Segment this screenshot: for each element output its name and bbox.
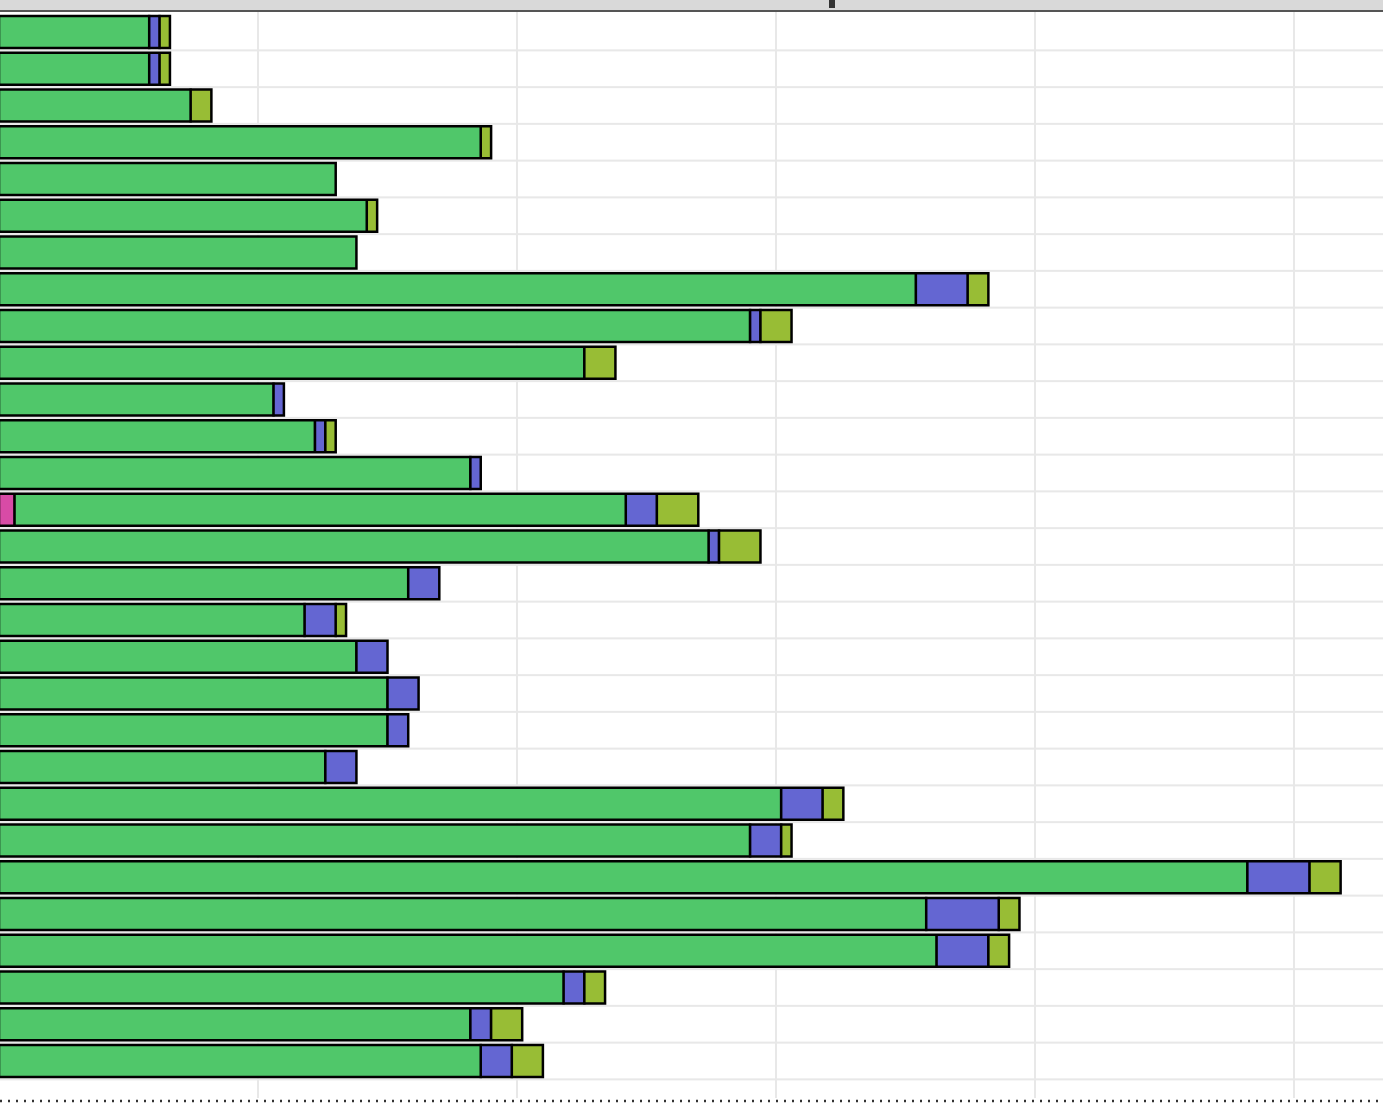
bar-segment bbox=[0, 125, 482, 160]
bar-segment bbox=[13, 492, 628, 527]
bar-segment bbox=[0, 749, 327, 785]
top-strip bbox=[0, 0, 1383, 11]
bar-segment bbox=[272, 382, 286, 417]
bar-segment bbox=[386, 676, 420, 711]
bar-segment bbox=[707, 529, 721, 564]
bar-segment bbox=[0, 566, 410, 601]
bar-segment bbox=[987, 933, 1011, 968]
bar-segment bbox=[324, 749, 358, 785]
bar-segment bbox=[914, 272, 969, 307]
bar-segment bbox=[0, 1007, 472, 1042]
bar-segment bbox=[147, 51, 161, 86]
bar-segment bbox=[479, 1043, 514, 1079]
bar-segment bbox=[469, 455, 482, 491]
bar-segment bbox=[0, 529, 710, 564]
bar-segment bbox=[0, 860, 1249, 895]
bar-segment bbox=[0, 639, 358, 674]
bar-segment bbox=[935, 933, 990, 968]
bar-segment bbox=[0, 713, 389, 748]
bar-segment bbox=[0, 161, 337, 197]
bar-segment bbox=[0, 676, 389, 711]
bar-segment bbox=[0, 198, 369, 233]
top-tick-mark bbox=[829, 0, 835, 8]
bar-segment bbox=[386, 713, 410, 748]
bar-segment bbox=[997, 896, 1021, 932]
bar-segment bbox=[158, 14, 172, 50]
bar-segment bbox=[924, 896, 1000, 932]
bar-segment bbox=[821, 786, 845, 821]
bar-segment bbox=[313, 419, 327, 454]
bar-segment bbox=[147, 14, 161, 50]
bar-segment bbox=[0, 235, 358, 270]
bar-segment bbox=[779, 823, 793, 858]
bar-segment bbox=[0, 419, 317, 454]
bar-segment bbox=[489, 1007, 524, 1042]
bar-segment bbox=[0, 786, 783, 821]
bar-segment bbox=[355, 639, 389, 674]
bar-segment bbox=[0, 308, 752, 344]
bar-segment bbox=[303, 602, 337, 638]
bar-segment bbox=[624, 492, 659, 527]
bar-segment bbox=[0, 492, 16, 527]
bar-segment bbox=[717, 529, 762, 564]
bar-segment bbox=[189, 88, 213, 123]
bar-segment bbox=[966, 272, 990, 307]
bar-segment bbox=[0, 14, 151, 50]
bar-segment bbox=[365, 198, 379, 233]
bar-segment bbox=[0, 88, 192, 123]
bar-segment bbox=[583, 345, 617, 380]
bar-segment bbox=[1308, 860, 1342, 895]
bar-segment bbox=[759, 308, 793, 344]
bar-segment bbox=[158, 51, 172, 86]
bar-segment bbox=[334, 602, 348, 638]
bar-segment bbox=[406, 566, 441, 601]
bar-segment bbox=[0, 602, 306, 638]
bar-segment bbox=[748, 823, 783, 858]
bar-segment bbox=[324, 419, 337, 454]
bar-segment bbox=[479, 125, 493, 160]
bar-segment bbox=[510, 1043, 545, 1079]
bar-segment bbox=[0, 345, 586, 380]
bar-segment bbox=[0, 1043, 482, 1079]
bar-series bbox=[0, 14, 1342, 1079]
bar-segment bbox=[0, 970, 565, 1005]
bar-segment bbox=[0, 933, 938, 968]
bar-segment bbox=[748, 308, 762, 344]
bar-segment bbox=[1246, 860, 1311, 895]
bar-segment bbox=[0, 51, 151, 86]
bar-segment bbox=[0, 823, 752, 858]
bar-segment bbox=[0, 272, 918, 307]
bar-segment bbox=[469, 1007, 493, 1042]
bar-segment bbox=[0, 382, 275, 417]
bar-segment bbox=[562, 970, 586, 1005]
bar-segment bbox=[0, 455, 472, 491]
bar-segment bbox=[583, 970, 607, 1005]
bar-segment bbox=[655, 492, 700, 527]
bar-segment bbox=[0, 896, 928, 932]
grid-lines bbox=[0, 12, 1383, 1098]
bar-segment bbox=[779, 786, 824, 821]
